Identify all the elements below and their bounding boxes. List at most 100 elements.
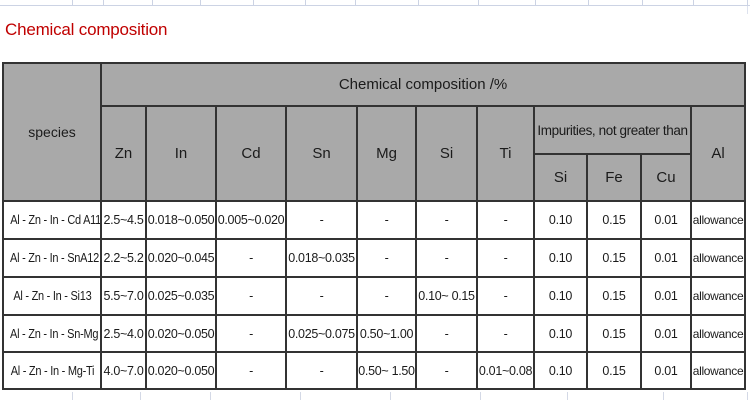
gridline-tick: [152, 0, 153, 5]
value-cell-si: -: [415, 200, 478, 240]
value-cell-in: 0.020~0.050: [145, 314, 217, 353]
value-cell-imp-cu: 0.01: [640, 200, 692, 240]
value-cell-mg: -: [356, 200, 417, 240]
col-header-cd: Cd: [215, 105, 287, 202]
gridline-tick: [72, 0, 73, 5]
value-cell-si: -: [415, 238, 478, 278]
value-cell-al: allowance: [689, 238, 747, 278]
table-row: Al - Zn - In - Si13 5.5~7.0 0.025~0.035 …: [2, 276, 747, 316]
value-cell-sn: -: [285, 200, 358, 240]
value-cell-mg: -: [356, 276, 417, 316]
value-cell-imp-fe: 0.15: [586, 276, 642, 316]
gridline-tick: [693, 0, 694, 5]
value-cell-ti: -: [476, 238, 535, 278]
header-row-1: species Chemical composition /%: [2, 62, 747, 202]
value-cell-sn: -: [285, 276, 358, 316]
gridline-tick: [535, 0, 536, 5]
species-cell: Al - Zn - In - Sn-Mg: [2, 314, 102, 353]
gridline-tick: [72, 392, 73, 400]
value-cell-al: allowance: [689, 200, 747, 240]
value-cell-imp-cu: 0.01: [640, 314, 692, 353]
value-cell-zn: 2.5~4.5: [100, 200, 147, 240]
gridline-tick: [747, 392, 748, 400]
species-cell: Al - Zn - In - Mg-Ti: [2, 351, 102, 390]
value-cell-imp-fe: 0.15: [586, 238, 642, 278]
gridline-tick: [567, 392, 568, 400]
table-row: Al - Zn - In - SnA12 2.2~5.2 0.020~0.045…: [2, 238, 747, 278]
gridline-tick: [355, 0, 356, 5]
value-cell-imp-si: 0.10: [533, 351, 588, 390]
gridline-tick: [480, 392, 481, 400]
gridline-tick: [642, 0, 643, 5]
col-header-sn: Sn: [285, 105, 358, 202]
value-cell-in: 0.020~0.045: [145, 238, 217, 278]
col-header-al: Al: [689, 105, 747, 202]
value-cell-mg: 0.50~1.00: [356, 314, 417, 353]
page-title: Chemical composition: [5, 20, 168, 39]
value-cell-imp-si: 0.10: [533, 238, 588, 278]
spreadsheet-gridline-top: [0, 0, 750, 6]
col-header-impurity-cu: Cu: [640, 153, 692, 202]
gridline-tick: [305, 0, 306, 5]
value-cell-sn: 0.018~0.035: [285, 238, 358, 278]
value-cell-mg: 0.50~ 1.50: [356, 351, 417, 390]
value-cell-al: allowance: [689, 276, 747, 316]
value-cell-sn: -: [285, 351, 358, 390]
value-cell-si: -: [415, 314, 478, 353]
col-header-zn: Zn: [100, 105, 147, 202]
value-cell-imp-cu: 0.01: [640, 351, 692, 390]
value-cell-imp-si: 0.10: [533, 276, 588, 316]
value-cell-sn: 0.025~0.075: [285, 314, 358, 353]
col-header-in: In: [145, 105, 217, 202]
value-cell-ti: -: [476, 276, 535, 316]
chemical-composition-table: species Chemical composition /% Zn In Cd…: [2, 62, 747, 390]
value-cell-ti: -: [476, 200, 535, 240]
gridline-tick: [663, 392, 664, 400]
value-cell-al: allowance: [689, 314, 747, 353]
species-label: Al - Zn - In - Mg-Ti: [10, 363, 94, 378]
value-cell-al: allowance: [689, 351, 747, 390]
spreadsheet-gridline-bottom: [0, 392, 750, 400]
species-label: Al - Zn - In - Cd A11: [10, 213, 101, 227]
gridline-tick: [588, 0, 589, 5]
species-cell: Al - Zn - In - Cd A11: [2, 200, 102, 240]
gridline-tick: [200, 0, 201, 5]
gridline-tick: [140, 392, 141, 400]
value-cell-in: 0.018~0.050: [145, 200, 217, 240]
header-row-3: Si Fe Cu: [3, 153, 745, 202]
gridline-tick: [103, 0, 104, 5]
value-cell-zn: 2.5~4.0: [100, 314, 147, 353]
value-cell-cd: -: [215, 314, 287, 353]
value-cell-imp-cu: 0.01: [640, 276, 692, 316]
table-row: Al - Zn - In - Cd A11 2.5~4.5 0.018~0.05…: [2, 200, 747, 240]
value-cell-cd: -: [215, 238, 287, 278]
value-cell-imp-fe: 0.15: [586, 351, 642, 390]
value-cell-in: 0.025~0.035: [145, 276, 217, 316]
value-cell-ti: 0.01~0.08: [476, 351, 535, 390]
header-row-2: Zn In Cd Sn Mg Si Ti Impurities, not gre…: [3, 105, 747, 202]
col-header-impurity-si: Si: [533, 153, 588, 202]
value-cell-imp-fe: 0.15: [586, 314, 642, 353]
table-row: Al - Zn - In - Sn-Mg 2.5~4.0 0.020~0.050…: [2, 314, 747, 353]
gridline-tick: [390, 392, 391, 400]
value-cell-si: -: [415, 351, 478, 390]
value-cell-zn: 5.5~7.0: [100, 276, 147, 316]
table-row: Al - Zn - In - Mg-Ti 4.0~7.0 0.020~0.050…: [2, 351, 747, 390]
species-label: Al - Zn - In - SnA12: [10, 251, 99, 265]
gridline-tick: [747, 6, 748, 14]
gridline-tick: [747, 0, 748, 5]
value-cell-imp-si: 0.10: [533, 314, 588, 353]
gridline-tick: [253, 0, 254, 5]
species-cell: Al - Zn - In - Si13: [2, 276, 102, 316]
col-header-si: Si: [415, 105, 478, 202]
gridline-tick: [478, 0, 479, 5]
value-cell-zn: 4.0~7.0: [100, 351, 147, 390]
value-cell-in: 0.020~0.050: [145, 351, 217, 390]
col-header-impurity-fe: Fe: [586, 153, 642, 202]
col-header-impurities: Impurities, not greater than: [533, 105, 692, 155]
species-cell: Al - Zn - In - SnA12: [2, 238, 102, 278]
gridline-tick: [300, 392, 301, 400]
col-header-species: species: [2, 62, 102, 202]
gridline-tick: [418, 0, 419, 5]
species-label: Al - Zn - In - Si13: [12, 289, 92, 303]
